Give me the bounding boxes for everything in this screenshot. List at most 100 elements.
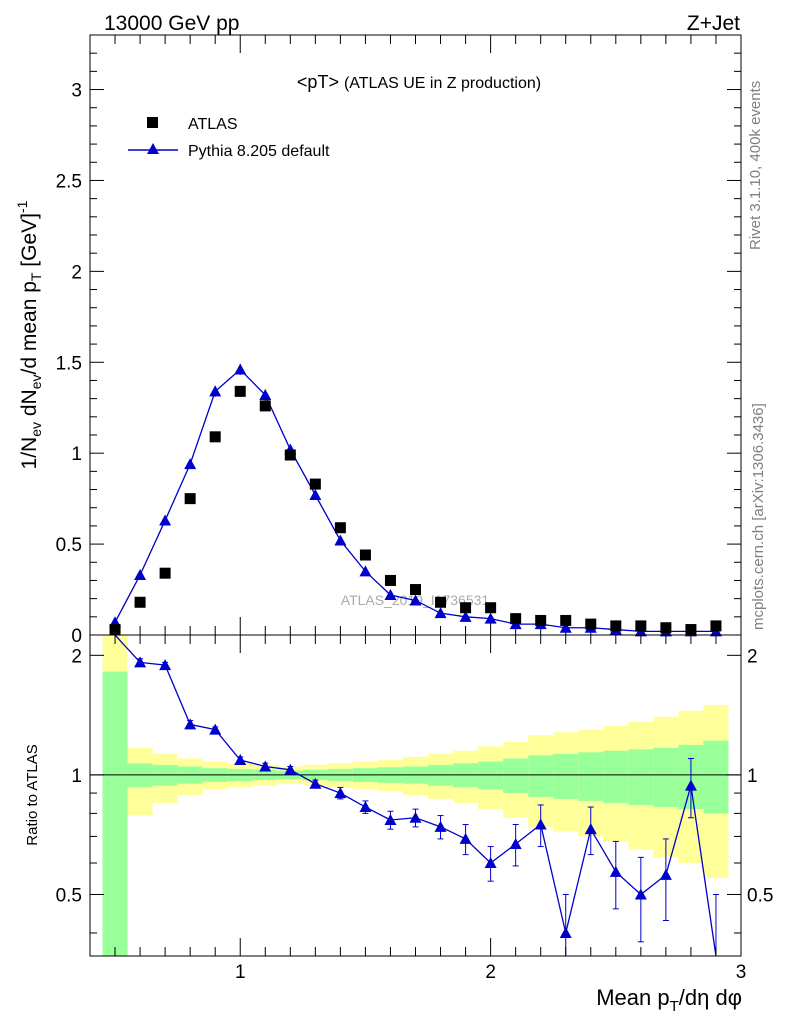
ratio-y-tick-label-right: 2 — [747, 646, 758, 667]
ratio-band-inner — [478, 761, 504, 790]
main-atlas-point — [585, 618, 597, 630]
main-pythia-point — [184, 458, 197, 470]
main-pythia-point — [484, 612, 497, 624]
main-y-tick-label: 2.5 — [56, 171, 82, 192]
ratio-pythia-point — [334, 787, 347, 799]
main-atlas-point — [710, 620, 722, 632]
plot-title-main: <pT> — [297, 72, 339, 92]
ratio-y-tick-label-right: 0.5 — [747, 885, 773, 906]
ratio-pythia-point — [559, 926, 572, 938]
main-atlas-point — [109, 624, 121, 636]
main-series-atlas — [109, 385, 722, 636]
header-left: 13000 GeV pp — [104, 12, 239, 35]
legend-atlas-marker — [147, 117, 158, 128]
main-pythia-point — [359, 565, 372, 577]
main-atlas-point — [134, 596, 146, 608]
main-pythia-point — [409, 594, 422, 606]
mcplots-label: mcplots.cern.ch [arXiv:1306.3436] — [750, 403, 767, 630]
x-axis-label: Mean pT/dη dφ — [596, 985, 742, 1015]
main-atlas-point — [384, 574, 396, 586]
main-pythia-point — [384, 589, 397, 600]
ratio-y-tick-label-right: 1 — [747, 766, 758, 787]
ratio-band-inner — [503, 758, 529, 794]
main-pythia-point — [259, 389, 272, 400]
main-y-tick-label: 3 — [71, 81, 82, 102]
ratio-pythia-point — [134, 656, 147, 668]
main-atlas-point — [410, 584, 421, 596]
main-pythia-point — [459, 610, 472, 622]
ratio-band-inner — [578, 752, 604, 801]
main-y-tick-label: 2 — [71, 262, 82, 283]
ratio-y-tick-label-left: 0.5 — [56, 885, 82, 906]
main-y-tick-label: 1 — [71, 444, 82, 465]
main-atlas-point — [535, 614, 547, 626]
ratio-pythia-point — [684, 779, 697, 791]
main-y-tick-label: 0.5 — [56, 535, 82, 556]
main-atlas-point — [184, 493, 196, 505]
ratio-pythia-point — [459, 832, 472, 844]
ratio-pythia-point — [509, 837, 522, 849]
main-y-tick-label: 0 — [71, 626, 82, 647]
ratio-pythia-point — [159, 659, 172, 671]
ratio-frame — [89, 634, 742, 957]
ratio-band-inner — [102, 671, 128, 956]
x-tick-label: 1 — [235, 962, 246, 983]
header-right: Z+Jet — [687, 12, 740, 35]
main-y-tick-labels: 0 0.5 1 1.5 2 2.5 3 — [56, 81, 82, 647]
main-atlas-point — [209, 431, 221, 443]
ratio-pythia-point — [609, 865, 622, 877]
ratio-axis-ticks — [90, 635, 742, 956]
main-y-tick-label: 1.5 — [56, 353, 82, 374]
main-atlas-point — [460, 602, 472, 614]
plot-title-sub: (ATLAS UE in Z production) — [344, 75, 541, 92]
ratio-pythia-point — [534, 818, 547, 830]
ratio-band-inner — [553, 753, 579, 799]
x-tick-label: 3 — [736, 962, 747, 983]
ratio-pythia-point — [384, 813, 397, 825]
legend-atlas-label: ATLAS — [188, 116, 238, 133]
main-atlas-point — [359, 549, 371, 561]
main-atlas-point — [660, 622, 672, 634]
ratio-y-axis-label: Ratio to ATLAS — [24, 744, 41, 845]
ratio-band-inner — [703, 740, 729, 814]
legend-pythia-marker — [147, 143, 159, 154]
ratio-pythia-point — [309, 777, 322, 789]
ratio-pythia-point — [584, 823, 597, 835]
main-atlas-point — [284, 449, 296, 461]
ratio-band-inner — [653, 747, 679, 808]
ratio-y-tick-label-left: 2 — [71, 646, 82, 667]
main-atlas-point — [685, 624, 697, 636]
ratio-pythia-point — [659, 868, 672, 880]
main-atlas-point — [610, 620, 622, 632]
main-panel: ATLAS_2019_I1736531 00.511.522.53 <pT>(A… — [14, 34, 742, 647]
main-y-axis-label: 1/Nev dNev/d mean pT [GeV]-1 — [14, 200, 44, 469]
ratio-y-tick-label-left: 1 — [71, 766, 82, 787]
main-atlas-point — [510, 613, 522, 625]
ratio-band-inner — [628, 749, 654, 805]
main-atlas-point — [234, 385, 246, 397]
main-atlas-point — [635, 620, 647, 632]
ratio-pythia-point — [359, 801, 372, 813]
main-pythia-point — [434, 607, 447, 619]
main-pythia-point — [159, 514, 172, 526]
x-tick-labels: 1 2 3 — [235, 962, 746, 983]
ratio-pythia-point — [634, 888, 647, 900]
ratio-pythia-point — [259, 760, 272, 772]
main-pythia-point — [559, 621, 572, 633]
ratio-band-inner — [603, 750, 629, 803]
legend-pythia-label: Pythia 8.205 default — [188, 143, 330, 160]
main-pythia-point — [309, 489, 322, 500]
ratio-y-tick-labels: 0.5 0.5 1 1 2 2 — [56, 646, 774, 906]
ratio-panel: 0.5 0.5 1 1 2 2 1 2 3 Ratio to ATLAS Mean pT/dη… — [24, 634, 774, 1015]
main-pythia-point — [134, 569, 147, 580]
ratio-series-pythia — [112, 634, 719, 957]
legend: ATLAS Pythia 8.205 default — [128, 116, 330, 160]
rivet-label: Rivet 3.1.10, 400k events — [747, 81, 764, 250]
main-atlas-point — [259, 400, 271, 412]
main-pythia-point — [334, 534, 347, 546]
main-atlas-point — [485, 602, 497, 614]
main-atlas-point — [159, 567, 171, 579]
x-tick-label: 2 — [485, 962, 496, 983]
ratio-pythia-point — [234, 754, 247, 766]
